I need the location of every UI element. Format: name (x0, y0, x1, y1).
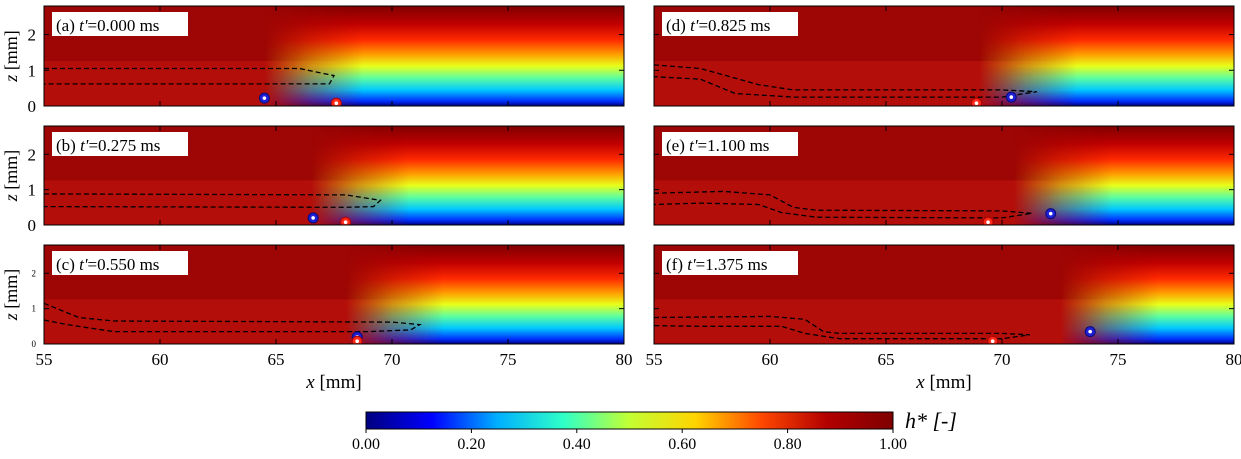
panel-frame (653, 244, 1235, 345)
heatmap-field (654, 6, 1234, 106)
y-axis-label: z [mm] (1, 269, 21, 322)
panels: 0 1 2 z [mm] (a) t'=0.000 ms 0 1 2 z [mm] (b) t'=… (1, 5, 1241, 393)
y-tick-label: 1 (32, 304, 37, 314)
colorbar-ticks: 0.00 0.20 0.40 0.60 0.80 1.00 (352, 429, 907, 453)
panel-label-box (52, 251, 188, 275)
blue-marker-center (262, 96, 267, 100)
colorbar-tick-label: 1.00 (879, 436, 907, 453)
red-marker-center (334, 101, 339, 106)
panel-label-box (662, 132, 798, 156)
x-tick-label: 75 (500, 350, 517, 369)
y-tick-label: 0 (28, 97, 37, 116)
x-axis-label: x [mm] (915, 372, 971, 393)
x-tick-label: 55 (646, 350, 663, 369)
colorbar-tick-label: 0.00 (352, 436, 380, 453)
red-marker-center (355, 339, 360, 344)
x-tick-label: 70 (384, 350, 401, 369)
panel-frame (43, 125, 625, 226)
flame-contour (654, 190, 1033, 219)
panel-1: 0 1 2 z [mm] (a) t'=0.000 ms (1, 5, 625, 116)
colorbar-tick-label: 0.20 (457, 436, 485, 453)
y-tick-label: 1 (28, 61, 37, 80)
panel-5: (e) t'=1.100 ms (653, 125, 1235, 226)
x-tick-label: 60 (762, 350, 779, 369)
y-tick-label: 2 (28, 145, 37, 164)
x-tick-label: 80 (616, 350, 633, 369)
colorbar-label: h* [-] (905, 408, 957, 433)
panel-label: (f) t'=1.375 ms (666, 255, 768, 274)
y-tick-label: 0 (32, 339, 37, 349)
x-axis-label: x [mm] (305, 372, 361, 393)
panel-label-box (662, 12, 798, 36)
x-tick-label: 60 (152, 350, 169, 369)
blue-marker-center (1048, 211, 1053, 216)
panel-label: (c) t'=0.550 ms (56, 255, 159, 274)
red-marker-center (974, 101, 979, 106)
x-tick-label: 55 (36, 350, 53, 369)
flame-contour (654, 64, 1037, 98)
y-tick-label: 0 (28, 216, 37, 235)
panel-2: 0 1 2 z [mm] (b) t'=0.275 ms (1, 125, 625, 235)
red-marker-center (990, 339, 995, 344)
colorbar-tick-label: 0.40 (563, 436, 591, 453)
panel-frame (43, 5, 625, 107)
x-tick-label: 80 (1226, 350, 1241, 369)
y-tick-label: 2 (28, 26, 37, 45)
blue-marker-center (311, 216, 315, 220)
y-tick-label: 2 (32, 268, 37, 278)
blue-marker-center (1009, 95, 1014, 99)
panel-frame (653, 5, 1235, 107)
flame-contour (44, 302, 422, 333)
x-tick-label: 65 (268, 350, 285, 369)
panel-label-box (52, 12, 188, 36)
panel-6: 55 60 65 70 75 80 x [mm] (f) t'=1.375 ms (646, 244, 1241, 393)
flame-contour (44, 67, 335, 85)
colorbar-gradient (365, 411, 894, 430)
flame-contour (654, 315, 1030, 340)
panel-label: (d) t'=0.825 ms (666, 16, 770, 35)
panel-label: (a) t'=0.000 ms (56, 16, 159, 35)
y-axis-label: z [mm] (1, 30, 21, 83)
flame-contour (44, 193, 382, 208)
y-axis-label: z [mm] (1, 150, 21, 203)
panel-label: (e) t'=1.100 ms (666, 136, 769, 155)
blue-marker-center (1088, 329, 1092, 334)
x-tick-label: 70 (994, 350, 1011, 369)
colorbar: 0.00 0.20 0.40 0.60 0.80 1.00 h* [-] (352, 408, 957, 453)
red-marker-center (343, 220, 348, 225)
panel-frame (653, 125, 1235, 226)
x-tick-label: 65 (878, 350, 895, 369)
panel-label-box (52, 132, 188, 156)
panel-label: (b) t'=0.275 ms (56, 136, 160, 155)
y-tick-label: 1 (28, 181, 37, 200)
red-marker-center (986, 220, 990, 225)
x-tick-label: 75 (1110, 350, 1127, 369)
colorbar-tick-label: 0.60 (668, 436, 696, 453)
panel-3: 55 60 65 70 75 80 0 1 2 z [mm] x [mm] (c) t'=0.550 … (1, 244, 633, 393)
panel-label-box (662, 251, 798, 275)
panel-frame (43, 244, 625, 345)
colorbar-tick-label: 0.80 (774, 436, 802, 453)
panel-4: (d) t'=0.825 ms (653, 5, 1235, 107)
